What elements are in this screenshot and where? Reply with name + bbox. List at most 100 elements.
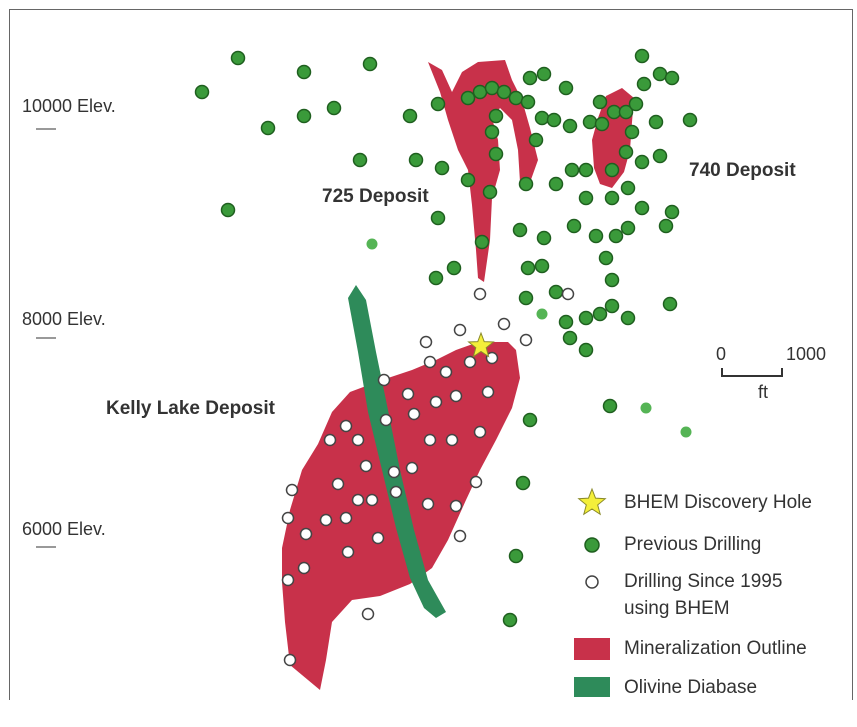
previous-drill-hole xyxy=(594,116,610,132)
legend-label-discovery: BHEM Discovery Hole xyxy=(624,492,812,513)
legend-new-dot-icon xyxy=(585,575,599,589)
previous-drill-holes xyxy=(194,48,698,628)
previous-drill-hole xyxy=(598,250,614,266)
new-drill-hole xyxy=(453,323,467,337)
previous-drill-hole xyxy=(536,308,548,320)
elevation-label-6000: 6000 Elev. xyxy=(22,519,106,539)
legend-label-diabase: Olivine Diabase xyxy=(624,677,758,698)
previous-drill-hole xyxy=(518,176,534,192)
legend-diabase-swatch xyxy=(574,677,610,697)
new-drill-hole xyxy=(469,475,483,489)
previous-drill-hole xyxy=(620,180,636,196)
previous-drill-hole xyxy=(548,284,564,300)
legend-label-using-bhem: using BHEM xyxy=(624,598,730,619)
legend-mineralization-swatch xyxy=(574,638,610,660)
new-drill-hole xyxy=(463,355,477,369)
previous-drill-hole xyxy=(296,64,312,80)
previous-drill-hole xyxy=(522,412,538,428)
previous-drill-hole xyxy=(604,272,620,288)
previous-drill-hole xyxy=(496,84,512,100)
previous-drill-hole xyxy=(606,104,622,120)
elevation-tick-6000 xyxy=(36,546,56,548)
new-drill-hole xyxy=(281,573,295,587)
scale-label-unit: ft xyxy=(758,382,769,402)
new-drill-hole xyxy=(421,497,435,511)
previous-drill-hole xyxy=(658,218,674,234)
previous-drill-hole xyxy=(682,112,698,128)
previous-drill-hole xyxy=(664,70,680,86)
mineralization-outlines xyxy=(282,60,634,690)
previous-drill-hole xyxy=(634,200,650,216)
previous-drill-hole xyxy=(430,96,446,112)
previous-drill-hole xyxy=(402,108,418,124)
new-drill-holes xyxy=(281,287,575,667)
new-drill-hole xyxy=(379,413,393,427)
previous-drill-hole xyxy=(604,298,620,314)
previous-drill-hole xyxy=(260,120,276,136)
previous-drill-hole xyxy=(578,342,594,358)
previous-drill-hole xyxy=(536,66,552,82)
new-drill-hole xyxy=(351,493,365,507)
new-drill-hole xyxy=(281,511,295,525)
elevation-tick-10000 xyxy=(36,128,56,130)
previous-drill-hole xyxy=(636,76,652,92)
scale-label-max: 1000 xyxy=(786,344,827,364)
scale-label-zero: 0 xyxy=(716,344,727,364)
previous-drill-hole xyxy=(502,612,518,628)
new-drill-hole xyxy=(371,531,385,545)
elevation-label-10000: 10000 Elev. xyxy=(22,96,116,116)
previous-drill-hole xyxy=(648,114,664,130)
new-drill-hole xyxy=(387,465,401,479)
previous-drill-hole xyxy=(566,218,582,234)
previous-drill-hole xyxy=(515,475,531,491)
legend-label-since-1995: Drilling Since 1995 xyxy=(624,571,783,592)
mineralization-725 xyxy=(428,60,538,282)
previous-drill-hole xyxy=(592,94,608,110)
previous-drill-hole xyxy=(634,48,650,64)
previous-drill-hole xyxy=(484,80,500,96)
new-drill-hole xyxy=(419,335,433,349)
previous-drill-hole xyxy=(652,66,668,82)
previous-drill-hole xyxy=(548,176,564,192)
previous-drill-hole xyxy=(472,84,488,100)
previous-drill-hole xyxy=(664,204,680,220)
previous-drill-hole xyxy=(194,84,210,100)
previous-drill-hole xyxy=(604,162,620,178)
previous-drill-hole xyxy=(578,162,594,178)
previous-drill-hole xyxy=(474,234,490,250)
new-drill-hole xyxy=(449,499,463,513)
new-drill-hole xyxy=(445,433,459,447)
new-drill-hole xyxy=(401,387,415,401)
previous-drill-hole xyxy=(460,90,476,106)
previous-drill-hole xyxy=(488,146,504,162)
previous-drill-hole xyxy=(430,210,446,226)
new-drill-hole xyxy=(361,607,375,621)
new-drill-hole xyxy=(497,317,511,331)
new-drill-hole xyxy=(283,653,297,667)
new-drill-hole xyxy=(449,389,463,403)
previous-drill-hole xyxy=(536,230,552,246)
previous-drill-hole xyxy=(534,110,550,126)
elevation-tick-8000 xyxy=(36,337,56,339)
previous-drill-hole xyxy=(558,314,574,330)
previous-drill-hole xyxy=(620,310,636,326)
previous-drill-hole xyxy=(408,152,424,168)
deposit-label-740: 740 Deposit xyxy=(689,160,796,181)
legend-label-mineralization: Mineralization Outline xyxy=(624,638,807,659)
previous-drill-hole xyxy=(460,172,476,188)
new-drill-hole xyxy=(429,395,443,409)
previous-drill-hole xyxy=(562,118,578,134)
new-drill-hole xyxy=(351,433,365,447)
previous-drill-hole xyxy=(562,330,578,346)
new-drill-hole xyxy=(389,485,403,499)
previous-drill-hole xyxy=(582,114,598,130)
previous-drill-hole xyxy=(482,184,498,200)
new-drill-hole xyxy=(439,365,453,379)
new-drill-hole xyxy=(423,433,437,447)
previous-drill-hole xyxy=(680,426,692,438)
legend-label-previous: Previous Drilling xyxy=(624,534,762,555)
new-drill-hole xyxy=(339,419,353,433)
previous-drill-hole xyxy=(428,270,444,286)
previous-drill-hole xyxy=(230,50,246,66)
